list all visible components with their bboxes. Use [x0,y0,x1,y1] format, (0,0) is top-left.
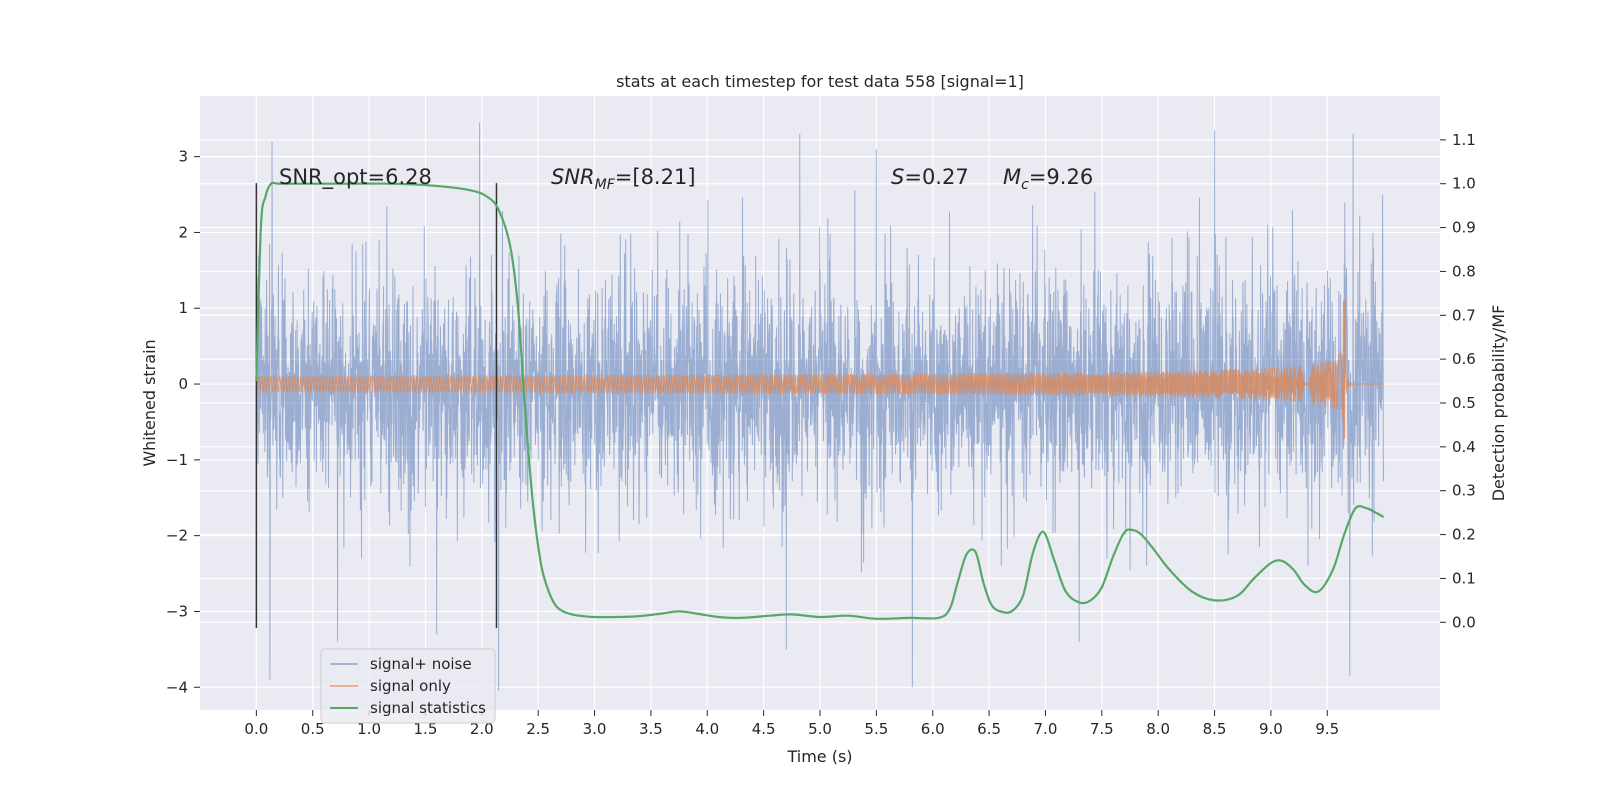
y2-tick-label-0-6: 0.6 [1452,350,1476,368]
x-tick-label-3-5: 3.5 [639,720,663,738]
y-axis-label: Whitened strain [140,339,159,466]
series-signal-plus-noise [255,122,1385,692]
x-tick-label-6: 6.0 [921,720,945,738]
annotation-snr-mf-value: =[8.21] [615,165,696,189]
y-tick-label-3: −3 [166,602,188,620]
annotations: SNR_opt=6.28 SNRMF=[8.21] S=0.27 Mc=9.26 [279,165,1093,193]
y2-tick-label-0: 0.0 [1452,613,1476,631]
x-tick-label-5: 5.0 [808,720,832,738]
x-axis-label: Time (s) [786,747,852,766]
annotation-snr-opt: SNR_opt=6.28 [279,165,432,190]
annotation-mc-value: =9.26 [1029,165,1093,189]
y2-tick-label-0-3: 0.3 [1452,482,1476,500]
annotation-mc-name: M [1003,165,1021,189]
y-axis-ticks: 3 2 1 0 −1 −2 −3 −4 [166,148,200,696]
y-tick-label-0: 0 [178,375,188,393]
series-signal-statistics [255,181,1385,620]
x-tick-label-0-5: 0.5 [301,720,325,738]
y2-tick-label-0-7: 0.7 [1452,306,1476,324]
y-tick-label-1: 1 [178,299,188,317]
x-tick-label-7: 7.0 [1034,720,1058,738]
legend-label-signal-only: signal only [370,677,451,695]
x-tick-label-7-5: 7.5 [1090,720,1114,738]
legend-label-signal-plus-noise: signal+ noise [370,655,472,673]
y-tick-label-2: −2 [166,527,188,545]
x-tick-label-2: 2.0 [470,720,494,738]
x-tick-label-4: 4.0 [695,720,719,738]
y2-tick-label-0-4: 0.4 [1452,438,1476,456]
series-signal-only [255,300,1384,439]
y-tick-label-3: 3 [178,148,188,166]
x-tick-label-4-5: 4.5 [752,720,776,738]
annotation-snr-mf: SNRMF=[8.21] [551,165,696,193]
x-tick-label-1: 1.0 [357,720,381,738]
plot-layer [255,122,1385,692]
x-tick-label-6-5: 6.5 [977,720,1001,738]
legend: signal+ noise signal only signal statist… [320,648,496,724]
y2-tick-label-0-1: 0.1 [1452,569,1476,587]
x-tick-label-3: 3.0 [583,720,607,738]
y2-tick-label-0-2: 0.2 [1452,526,1476,544]
annotation-s-value: =0.27 [904,165,968,189]
y-tick-label-1: −1 [166,451,188,469]
y2-tick-label-1-1: 1.1 [1452,131,1476,149]
annotation-s-name: S [891,165,904,189]
annotation-mc-subscript: c [1021,177,1029,193]
y2-axis-ticks: 1.1 1.0 0.9 0.8 0.7 0.6 0.5 0.4 0.3 0.2 0.1 0.0 [1440,131,1476,631]
annotation-snr-mf-name: SNR [551,165,595,189]
y2-tick-label-0-9: 0.9 [1452,219,1476,237]
x-tick-label-8-5: 8.5 [1203,720,1227,738]
x-tick-label-5-5: 5.5 [864,720,888,738]
x-tick-label-9-5: 9.5 [1315,720,1339,738]
x-tick-label-2-5: 2.5 [526,720,550,738]
x-tick-label-8: 8.0 [1146,720,1170,738]
y2-tick-label-0-5: 0.5 [1452,394,1476,412]
y2-tick-label-1: 1.0 [1452,175,1476,193]
y2-axis-label: Detection probability/MF [1489,305,1508,502]
chart-title: stats at each timestep for test data 558… [616,72,1024,91]
y2-tick-label-0-8: 0.8 [1452,262,1476,280]
y-tick-label-4: −4 [166,678,188,696]
x-tick-label-0: 0.0 [244,720,268,738]
annotation-s: S=0.27 [891,165,969,189]
annotation-mc: Mc=9.26 [1003,165,1093,193]
x-axis-ticks: 0.0 0.5 1.0 1.5 2.0 2.5 3.0 3.5 4.0 4.5 5.0 5.5 6.0 6… [244,710,1339,738]
annotation-snr-mf-subscript: MF [595,177,616,193]
x-tick-label-1-5: 1.5 [414,720,438,738]
legend-label-signal-statistics: signal statistics [370,699,486,717]
y-tick-label-2: 2 [178,223,188,241]
legend-box [320,648,496,724]
x-tick-label-9: 9.0 [1259,720,1283,738]
marker-lines [255,183,498,629]
